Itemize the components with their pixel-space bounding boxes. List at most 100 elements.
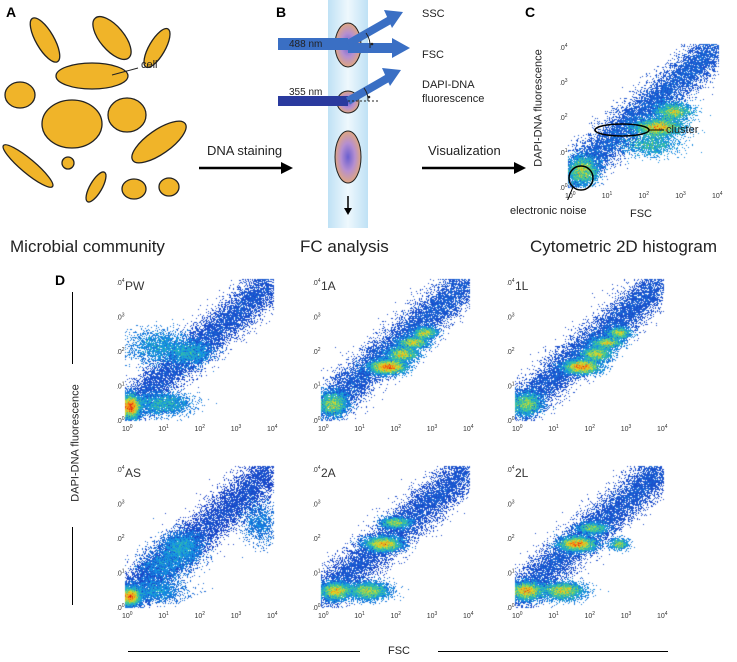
x-tick-label: 104 (657, 611, 668, 620)
y-tick-label: 104 (560, 43, 568, 52)
x-tick-label: 101 (548, 424, 559, 433)
y-tick-label: 102 (507, 534, 515, 543)
d-xlabel-rule-right (438, 651, 668, 652)
x-tick-label: 101 (354, 424, 365, 433)
y-tick-label: 103 (117, 313, 125, 322)
cell-label: cell (141, 59, 158, 71)
c-ylabel: DAPI-DNA fluorescence (532, 49, 545, 167)
cluster-label: cluster (666, 124, 699, 136)
y-tick-label: 104 (313, 278, 321, 287)
x-tick-label: 102 (391, 611, 402, 620)
x-tick-label: 103 (675, 191, 686, 200)
stained-cell (334, 130, 362, 184)
x-tick-label: 101 (158, 611, 169, 620)
2l-axes: 100100 101 101 102 102 103 103 104 104 (507, 465, 668, 620)
cell-shape (92, 15, 132, 61)
x-tick-label: 103 (427, 611, 438, 620)
laser-488-beam (278, 38, 348, 50)
electronic-noise-label: electronic noise (510, 205, 587, 217)
y-tick-label: 103 (507, 500, 515, 509)
histogram-pw: 100100 101 101 102 102 103 103 104 104 PW (117, 273, 280, 433)
x-tick-label: 100 (318, 611, 329, 620)
c-annotations (567, 123, 664, 200)
histogram-label-2l: 2L (515, 466, 529, 480)
histogram-2a: 100100 101 101 102 102 103 103 104 104 2A (313, 460, 476, 620)
y-tick-label: 100 (117, 416, 125, 425)
x-tick-label: 103 (621, 611, 632, 620)
x-tick-label: 100 (512, 611, 523, 620)
y-tick-label: 102 (117, 347, 125, 356)
fluorescence-label-line1: DAPI-DNA (422, 79, 475, 91)
y-tick-label: 101 (560, 148, 568, 157)
y-tick-label: 104 (117, 465, 125, 474)
x-tick-label: 102 (585, 611, 596, 620)
y-tick-label: 100 (560, 183, 568, 192)
histogram-label-1l: 1L (515, 279, 529, 293)
pw-density-plot (117, 273, 280, 433)
x-tick-label: 103 (231, 611, 242, 620)
y-tick-label: 101 (507, 382, 515, 391)
fluorescence-label-line2: fluorescence (422, 93, 485, 105)
x-tick-label: 104 (463, 611, 474, 620)
x-tick-label: 104 (267, 611, 278, 620)
x-tick-label: 102 (195, 424, 206, 433)
laser-355-beam (278, 96, 348, 106)
x-tick-label: 101 (158, 424, 169, 433)
y-tick-label: 102 (507, 347, 515, 356)
y-tick-label: 100 (117, 603, 125, 612)
x-tick-label: 100 (122, 424, 133, 433)
x-tick-label: 101 (602, 191, 613, 200)
2l-density-plot (507, 460, 670, 620)
caption-cytometric-histogram: Cytometric 2D histogram (530, 237, 718, 256)
cell-shape (121, 178, 147, 200)
histogram-1l: 100100 101 101 102 102 103 103 104 104 1L (507, 273, 670, 433)
c-histogram: 100100 101 101 102 102 103 103 104 104 (560, 38, 725, 200)
d-xlabel: FSC (388, 645, 410, 657)
histogram-1a: 100100 101 101 102 102 103 103 104 104 1A (313, 273, 476, 433)
y-tick-label: 102 (117, 534, 125, 543)
1l-axes: 100100 101 101 102 102 103 103 104 104 (507, 278, 668, 433)
ssc-arrow (346, 16, 392, 48)
y-tick-label: 103 (507, 313, 515, 322)
y-tick-label: 103 (117, 500, 125, 509)
laser-355-label: 355 nm (289, 87, 323, 98)
x-tick-label: 100 (318, 424, 329, 433)
y-tick-label: 104 (117, 278, 125, 287)
cell-shape (131, 120, 187, 164)
x-tick-label: 103 (427, 424, 438, 433)
cell-shape (4, 81, 36, 109)
1a-axes: 100100 101 101 102 102 103 103 104 104 (313, 278, 474, 433)
pw-axes: 100100 101 101 102 102 103 103 104 104 (117, 278, 278, 433)
y-tick-label: 101 (117, 382, 125, 391)
y-tick-label: 104 (507, 278, 515, 287)
panel-letter-a: A (6, 4, 17, 20)
histogram-label-1a: 1A (321, 279, 336, 293)
y-tick-label: 100 (507, 416, 515, 425)
c-density-plot (560, 38, 725, 200)
d-ylabel-rule-bottom (72, 527, 73, 605)
panel-letter-c: C (525, 4, 536, 20)
cell-shape (158, 177, 180, 197)
fluorescence-arrow (346, 74, 390, 105)
x-tick-label: 102 (585, 424, 596, 433)
cell-shape (107, 97, 147, 133)
histogram-2l: 100100 101 101 102 102 103 103 104 104 2L (507, 460, 670, 620)
x-tick-label: 100 (122, 611, 133, 620)
as-density-plot (117, 460, 280, 620)
cell-shape (143, 27, 171, 69)
d-ylabel: DAPI-DNA fluorescence (69, 384, 82, 502)
panel-letter-b: B (276, 4, 287, 20)
x-tick-label: 104 (267, 424, 278, 433)
microbial-community-illustration (2, 15, 187, 203)
c-axes: 100100 101 101 102 102 103 103 104 104 (560, 43, 723, 200)
x-tick-label: 102 (391, 424, 402, 433)
panel-letter-d: D (55, 272, 66, 288)
1a-density-plot (313, 273, 476, 433)
histogram-label-as: AS (125, 466, 142, 480)
x-tick-label: 102 (195, 611, 206, 620)
y-tick-label: 101 (313, 569, 321, 578)
visualization-label: Visualization (428, 143, 501, 158)
flow-cytometer-diagram (278, 0, 410, 228)
cell-shape (41, 99, 103, 149)
x-tick-label: 104 (712, 191, 723, 200)
